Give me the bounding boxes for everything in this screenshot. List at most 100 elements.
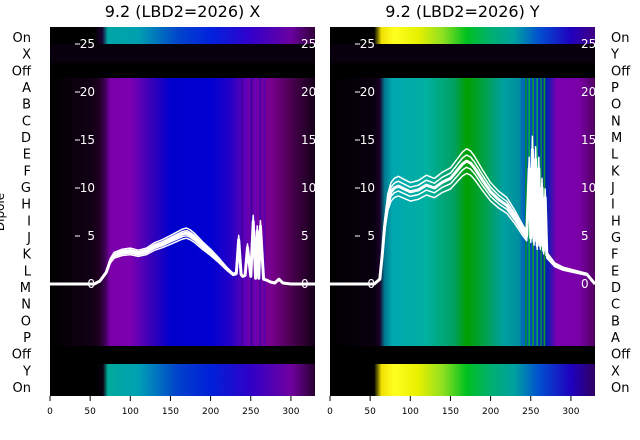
row-label: O bbox=[21, 314, 31, 329]
heatmap-strip-top-gap bbox=[330, 44, 595, 63]
y-tick-label-right: 20 bbox=[581, 85, 596, 99]
heatmap-strip-bot-off bbox=[330, 346, 595, 364]
panel-1: 05101520250510152025OnXOffABCDEFGHIJKLMN… bbox=[0, 2, 316, 417]
row-label: D bbox=[21, 131, 31, 146]
y-tick-label-right: 20 bbox=[301, 85, 316, 99]
heatmap-strip-top-on bbox=[330, 27, 595, 44]
y-tick-label-right: 25 bbox=[301, 37, 316, 51]
heatmap-strip-bot-on bbox=[330, 364, 595, 396]
row-label: J bbox=[610, 181, 615, 196]
heatmap-strip-top-gap bbox=[50, 44, 315, 63]
y-tick-label: 15 bbox=[80, 133, 95, 147]
row-label: G bbox=[21, 181, 31, 196]
x-tick-label: 50 bbox=[364, 407, 376, 417]
row-label: On bbox=[13, 31, 31, 46]
heatmap-streak bbox=[525, 78, 527, 346]
y-tick-label: 25 bbox=[80, 37, 95, 51]
heatmap-strip-main bbox=[330, 78, 595, 346]
heatmap-strip-top-off bbox=[330, 63, 595, 78]
x-tick-label: 150 bbox=[442, 407, 459, 417]
y-tick-label-right: 15 bbox=[581, 133, 596, 147]
y-tick-label-right: 25 bbox=[581, 37, 596, 51]
y-tick-label: 0 bbox=[367, 277, 375, 291]
line-series bbox=[50, 214, 315, 285]
row-label: Off bbox=[12, 64, 32, 79]
y-tick-label-right: 0 bbox=[581, 277, 589, 291]
row-label: Off bbox=[12, 348, 32, 363]
row-label: M bbox=[20, 281, 31, 296]
line-series bbox=[330, 135, 596, 285]
row-label: Off bbox=[611, 348, 631, 363]
heatmap-streak bbox=[254, 78, 257, 346]
y-tick-label: 25 bbox=[360, 37, 375, 51]
y-tick-label: 5 bbox=[367, 229, 375, 243]
y-tick-label-right: 10 bbox=[301, 181, 316, 195]
y-tick-label-right: 0 bbox=[301, 277, 309, 291]
row-label: On bbox=[13, 381, 31, 396]
row-label: H bbox=[611, 214, 621, 229]
y-tick-label: 10 bbox=[80, 181, 95, 195]
row-label: P bbox=[23, 331, 31, 346]
x-tick-label: 0 bbox=[327, 407, 333, 417]
row-label: P bbox=[611, 81, 619, 96]
y-tick-label: 5 bbox=[87, 229, 95, 243]
chart-title: 9.2 (LBD2=2026) X bbox=[105, 2, 261, 21]
row-label: Y bbox=[610, 48, 619, 63]
x-tick-label: 300 bbox=[562, 407, 579, 417]
x-tick-label: 250 bbox=[242, 407, 259, 417]
row-label: C bbox=[611, 298, 620, 313]
row-label: On bbox=[611, 381, 629, 396]
row-label: On bbox=[611, 31, 629, 46]
row-label: N bbox=[21, 298, 31, 313]
row-label: J bbox=[26, 231, 31, 246]
y-tick-label-right: 5 bbox=[301, 229, 309, 243]
row-label: Y bbox=[22, 364, 31, 379]
x-tick-label: 250 bbox=[522, 407, 539, 417]
x-tick-label: 200 bbox=[202, 407, 219, 417]
heatmap-streak bbox=[241, 78, 243, 346]
row-label: X bbox=[22, 48, 31, 63]
row-label: B bbox=[611, 314, 620, 329]
y-tick-label: 10 bbox=[360, 181, 375, 195]
row-label: A bbox=[22, 81, 31, 96]
row-label: G bbox=[611, 231, 621, 246]
y-tick-label: 0 bbox=[87, 277, 95, 291]
y-axis-label: Dipole bbox=[0, 193, 7, 231]
row-label: C bbox=[22, 114, 31, 129]
heatmap-streak bbox=[259, 78, 262, 346]
row-label: E bbox=[611, 264, 619, 279]
heatmap-streak bbox=[263, 78, 266, 346]
x-tick-label: 150 bbox=[162, 407, 179, 417]
row-label: A bbox=[611, 331, 620, 346]
row-label: F bbox=[24, 164, 31, 179]
y-tick-label-right: 15 bbox=[301, 133, 316, 147]
row-label: H bbox=[21, 198, 31, 213]
row-label: I bbox=[27, 214, 31, 229]
row-label: K bbox=[22, 248, 31, 263]
heatmap-strip-top-on bbox=[50, 27, 315, 44]
row-label: B bbox=[22, 98, 31, 113]
chart-title: 9.2 (LBD2=2026) Y bbox=[385, 2, 540, 21]
row-label: D bbox=[611, 281, 621, 296]
x-tick-label: 100 bbox=[402, 407, 419, 417]
x-tick-label: 100 bbox=[122, 407, 139, 417]
row-label: Off bbox=[611, 64, 631, 79]
heatmap-streak bbox=[245, 78, 247, 346]
x-tick-label: 300 bbox=[282, 407, 299, 417]
row-label: L bbox=[611, 148, 619, 163]
heatmap-strip-bot-off bbox=[50, 346, 315, 364]
row-label: I bbox=[611, 198, 615, 213]
y-tick-label-right: 5 bbox=[581, 229, 589, 243]
x-tick-label: 0 bbox=[47, 407, 53, 417]
x-tick-label: 50 bbox=[84, 407, 96, 417]
y-tick-label: 20 bbox=[80, 85, 95, 99]
y-tick-label-right: 10 bbox=[581, 181, 596, 195]
row-label: X bbox=[611, 364, 620, 379]
row-label: N bbox=[611, 114, 621, 129]
row-label: F bbox=[611, 248, 618, 263]
row-label: K bbox=[611, 164, 620, 179]
y-tick-label: 15 bbox=[360, 133, 375, 147]
heatmap-streak bbox=[250, 78, 253, 346]
